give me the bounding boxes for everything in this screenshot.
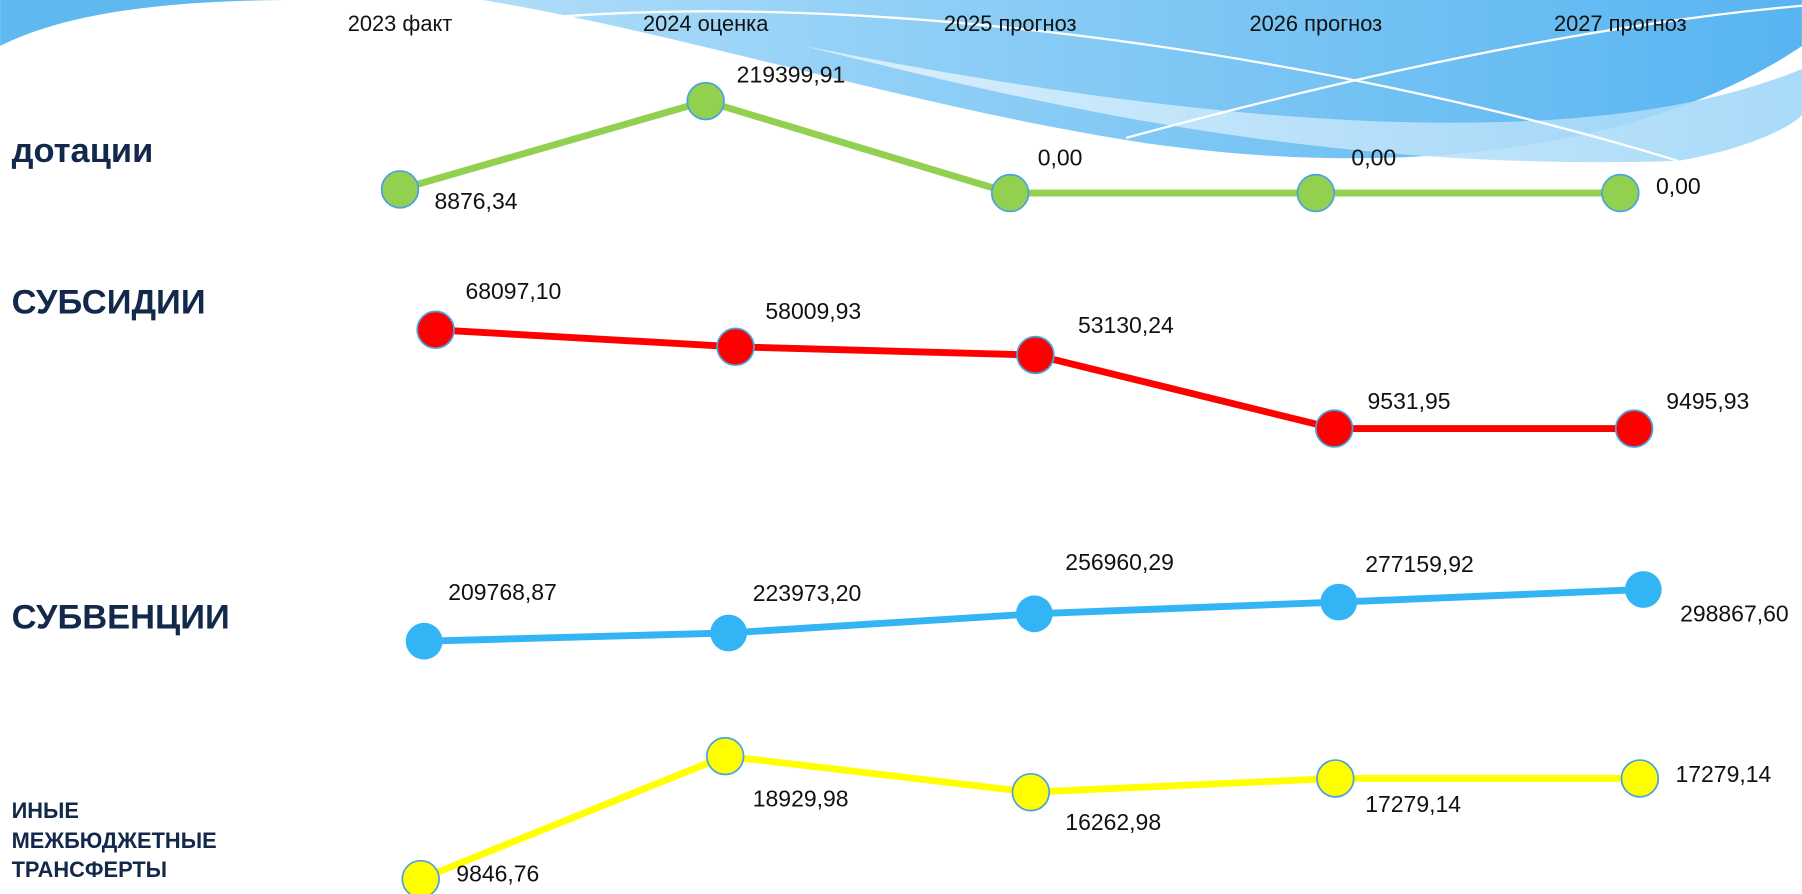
data-point — [1614, 409, 1654, 448]
data-point — [405, 622, 443, 660]
data-point — [705, 736, 745, 776]
row-title: дотации — [11, 132, 154, 171]
data-point — [1624, 571, 1662, 608]
data-label: 16262,98 — [1065, 809, 1161, 835]
data-point — [716, 327, 755, 367]
data-point — [1015, 595, 1053, 633]
data-label: 298867,60 — [1680, 601, 1789, 627]
content: 2023 факт 2024 оценка 2025 прогноз 2026 про… — [12, 11, 1789, 894]
row-title-box: СУБСИДИИ — [11, 283, 206, 322]
row-title: СУБВЕНЦИИ — [11, 598, 230, 637]
background-waves — [0, 0, 1802, 163]
data-label: 18929,98 — [753, 786, 849, 812]
data-label: 53130,24 — [1078, 312, 1174, 338]
data-point — [1601, 173, 1640, 213]
data-point — [1316, 759, 1355, 798]
data-label: 58009,93 — [765, 298, 861, 324]
data-label: 17279,14 — [1675, 761, 1771, 787]
data-label: 219399,91 — [737, 62, 846, 88]
data-point — [686, 81, 725, 121]
data-label: 0,00 — [1351, 144, 1396, 170]
category-label: 2027 прогноз — [1554, 11, 1687, 36]
row-title: СУБСИДИИ — [11, 283, 206, 322]
data-point — [1011, 772, 1051, 812]
data-point — [710, 614, 748, 652]
data-point — [380, 170, 420, 209]
data-label: 8876,34 — [434, 188, 517, 214]
row-title-box: СУБВЕНЦИИ — [11, 598, 230, 637]
data-label: 9846,76 — [456, 860, 539, 886]
data-label: 68097,10 — [465, 278, 561, 304]
data-point — [1016, 335, 1055, 375]
data-point — [401, 859, 440, 894]
data-label: 277159,92 — [1365, 551, 1474, 577]
data-label: 0,00 — [1038, 144, 1083, 170]
data-point — [1620, 759, 1660, 798]
data-point — [990, 173, 1030, 213]
data-label: 17279,14 — [1365, 791, 1461, 817]
data-point — [1314, 409, 1354, 448]
category-label: 2023 факт — [348, 11, 453, 36]
data-point — [1296, 173, 1336, 213]
data-point — [416, 310, 455, 350]
data-label: 0,00 — [1656, 173, 1701, 199]
category-label: 2025 прогноз — [944, 11, 1077, 36]
row-title-box: дотации — [11, 132, 154, 171]
row-title-box: ИНЫЕ МЕЖБЮДЖЕТНЫЕ ТРАНСФЕРТЫ — [11, 799, 217, 883]
data-point — [1320, 583, 1358, 621]
data-label: 9495,93 — [1666, 388, 1749, 414]
data-label: 223973,20 — [753, 580, 862, 606]
data-label: 9531,95 — [1368, 388, 1451, 414]
data-label: 256960,29 — [1065, 549, 1174, 575]
category-label: 2024 оценка — [643, 11, 769, 36]
category-label: 2026 прогноз — [1249, 11, 1382, 36]
row-title: ИНЫЕ МЕЖБЮДЖЕТНЫЕ ТРАНСФЕРТЫ — [11, 799, 217, 883]
data-label: 209768,87 — [448, 579, 557, 605]
